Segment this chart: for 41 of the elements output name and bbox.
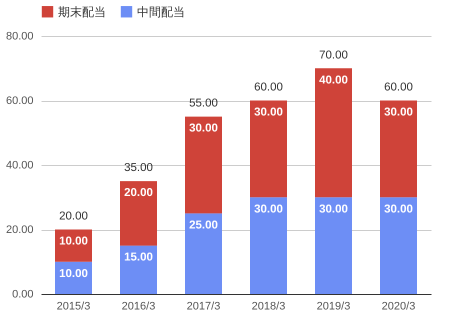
data-label: 30.00 xyxy=(384,106,413,118)
x-tick-label: 2020/3 xyxy=(382,300,416,312)
bar xyxy=(120,181,157,246)
data-label: 40.00 xyxy=(319,74,348,86)
bar xyxy=(185,116,222,214)
legend-label: 中間配当 xyxy=(137,4,185,19)
data-label: 10.00 xyxy=(59,268,88,280)
y-tick-label: 40.00 xyxy=(6,160,34,172)
bar xyxy=(380,100,417,198)
total-label: 60.00 xyxy=(254,82,283,94)
bar xyxy=(120,246,157,294)
y-tick-label: 0.00 xyxy=(12,288,34,300)
total-label: 70.00 xyxy=(319,49,348,62)
x-tick-label: 2015/3 xyxy=(56,300,90,312)
total-label: 20.00 xyxy=(59,210,88,222)
x-tick-label: 2018/3 xyxy=(252,300,286,312)
data-label: 20.00 xyxy=(124,187,153,200)
x-tick-label: 2017/3 xyxy=(186,300,220,312)
bar xyxy=(185,213,222,294)
data-label: 30.00 xyxy=(254,203,283,216)
total-label: 35.00 xyxy=(124,162,153,174)
bar xyxy=(315,68,352,198)
x-tick-label: 2019/3 xyxy=(316,300,350,312)
bar xyxy=(315,197,352,294)
total-label: 55.00 xyxy=(189,98,218,110)
data-label: 15.00 xyxy=(124,252,153,264)
bar xyxy=(250,197,287,294)
data-label: 30.00 xyxy=(189,122,218,135)
bar xyxy=(380,197,417,294)
x-tick-label: 2016/3 xyxy=(122,300,156,312)
data-label: 10.00 xyxy=(59,236,88,248)
data-label: 30.00 xyxy=(319,203,348,216)
data-label: 30.00 xyxy=(254,106,283,118)
data-label: 30.00 xyxy=(384,203,413,216)
y-tick-label: 20.00 xyxy=(6,224,34,236)
y-tick-label: 60.00 xyxy=(6,95,34,107)
data-label: 25.00 xyxy=(189,219,218,232)
total-label: 60.00 xyxy=(384,82,413,94)
bar xyxy=(250,100,287,198)
y-tick-label: 80.00 xyxy=(6,30,34,42)
legend-label: 期末配当 xyxy=(58,4,106,19)
